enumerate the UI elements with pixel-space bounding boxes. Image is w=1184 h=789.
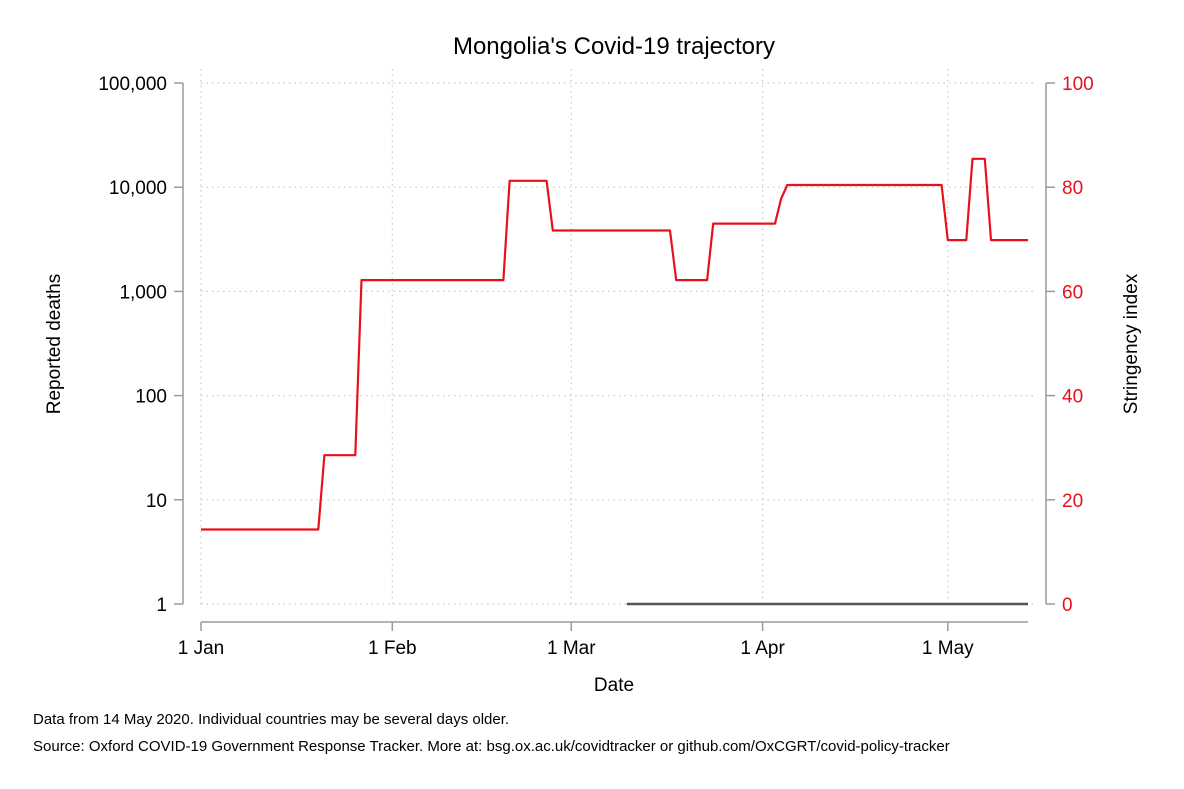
y-right-tick-label: 80 [1062, 178, 1083, 199]
y-right-tick-label: 100 [1062, 74, 1094, 95]
y-right-tick-label: 0 [1062, 595, 1073, 616]
stringency-line [201, 157, 1028, 531]
x-tick-label: 1 Mar [547, 638, 596, 659]
y-tick-label: 1,000 [119, 282, 167, 303]
y-right-tick-label: 60 [1062, 282, 1083, 303]
y-tick-label: 100,000 [98, 74, 167, 95]
x-tick-label: 1 Feb [368, 638, 417, 659]
axes: 1 10 100 1,000 10,000 100,000 0 20 40 60 80 100 1 Ja… [98, 74, 1093, 659]
x-tick-label: 1 Apr [740, 638, 785, 659]
x-tick-label: 1 Jan [178, 638, 224, 659]
y-axis-label: Reported deaths [44, 274, 65, 415]
y-tick-label: 10 [146, 491, 167, 512]
y-tick-label: 10,000 [109, 178, 167, 199]
y-tick-label: 1 [156, 595, 167, 616]
x-tick-label: 1 May [922, 638, 974, 659]
series-lines [201, 157, 1028, 606]
data-note: Data from 14 May 2020. Individual countr… [33, 711, 510, 728]
y-right-tick-label: 40 [1062, 387, 1083, 408]
y-tick-label: 100 [135, 387, 167, 408]
x-axis-label: Date [594, 675, 634, 696]
y-right-axis-label: Stringency index [1121, 273, 1142, 414]
chart-title: Mongolia's Covid-19 trajectory [453, 33, 775, 60]
source-note: Source: Oxford COVID-19 Government Respo… [33, 738, 950, 755]
grid-lines [200, 69, 1034, 605]
y-right-tick-label: 20 [1062, 491, 1083, 512]
